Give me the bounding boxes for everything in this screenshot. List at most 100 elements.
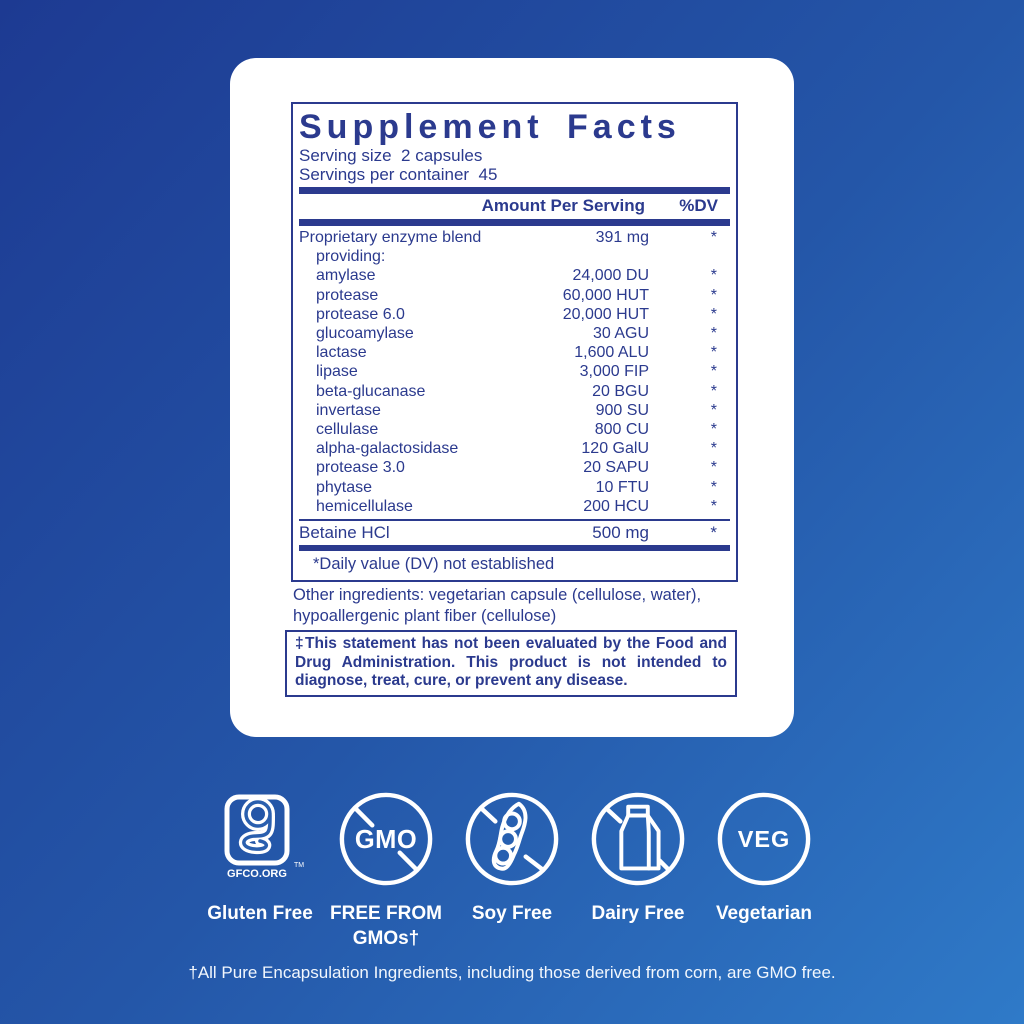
nutrient-dv: * [710,305,717,323]
nutrient-dv: * [710,382,717,400]
no-soy-icon [463,788,561,890]
column-header-dv: %DV [679,196,718,215]
nutrient-dv: * [710,267,717,285]
serving-size: Serving size 2 capsules [299,146,483,165]
divider-bar [299,187,730,194]
nutrient-dv: * [710,459,717,477]
no-dairy-icon [589,788,687,890]
nutrient-dv: * [710,286,717,304]
nutrient-row: protease 3.0 20 SAPU * [299,458,730,477]
nutrient-dv: * [710,440,717,458]
nutrient-name: cellulase [316,421,379,439]
nutrient-amount: 900 SU [595,401,649,419]
other-ingredients: Other ingredients: vegetarian capsule (c… [293,586,702,625]
nutrient-dv: * [710,497,717,515]
nutrient-row: amylase 24,000 DU * [299,266,730,285]
nutrient-name: alpha-galactosidase [316,440,459,458]
nutrient-row: hemicellulase 200 HCU * [299,497,730,516]
nutrient-amount: 200 HCU [583,497,649,515]
nutrient-dv: * [710,523,717,543]
nutrient-name: amylase [316,267,376,285]
badge-dairy-free: Dairy Free [575,788,701,926]
nutrient-row: lipase 3,000 FIP * [299,362,730,381]
nutrient-name: lactase [316,344,367,362]
nutrient-amount: 391 mg [595,229,649,246]
nutrient-amount: 20,000 HUT [562,305,649,323]
veg-icon: VEG [715,788,813,890]
divider-line [299,519,730,522]
nutrient-name: Betaine HCl [299,523,390,543]
badge-label: FREE FROM GMOs† [330,903,442,949]
nutrient-row: Proprietary enzyme blend 391 mg * [299,228,730,247]
badge-gmo-free: GMO FREE FROM GMOs† [323,788,449,951]
badge-soy-free: Soy Free [449,788,575,926]
badge-label: Vegetarian [715,903,813,924]
nutrient-name: protease 6.0 [316,305,405,323]
nutrient-row: beta-glucanase 20 BGU * [299,382,730,401]
badge-label: Soy Free [471,903,553,924]
nutrient-name: phytase [316,478,373,496]
divider-bar [299,219,730,226]
nutrient-row: invertase 900 SU * [299,401,730,420]
nutrient-row-betaine: Betaine HCl 500 mg * [299,522,730,543]
supplement-facts-panel: Supplement Facts Serving size 2 capsules… [291,102,738,583]
nutrient-dv: * [710,363,717,381]
nutrient-name: invertase [316,401,381,419]
label-card: Supplement Facts Serving size 2 capsules… [230,58,794,737]
nutrient-row: lactase 1,600 ALU * [299,343,730,362]
nutrient-dv: * [710,421,717,439]
nutrient-amount: 60,000 HUT [562,286,649,304]
nutrient-amount: 20 BGU [592,382,649,400]
nutrient-row: alpha-galactosidase 120 GalU * [299,439,730,458]
nutrient-dv [649,247,730,266]
nutrient-dv: * [710,478,717,496]
nutrient-amount: 500 mg [592,523,649,543]
nutrient-amount: 1,600 ALU [574,344,649,362]
veg-text: VEG [738,826,791,852]
nutrient-name: beta-glucanase [316,382,426,400]
nutrient-amount: 800 CU [594,421,649,439]
nutrient-row: providing: [299,247,730,266]
panel-title: Supplement Facts [299,108,681,146]
nutrient-dv: * [710,344,717,362]
badge-label: Gluten Free [207,903,313,924]
nutrient-rows: Proprietary enzyme blend 391 mg * providing… [299,228,730,516]
no-gmo-icon: GMO [337,788,435,890]
gfco-gluten-free-icon: GFCO.ORG TM [210,788,310,890]
nutrient-dv: * [710,229,717,246]
nutrient-name: protease 3.0 [316,459,405,477]
trademark-text: TM [294,862,304,869]
column-header-amount: Amount Per Serving [481,196,645,215]
nutrient-name: providing: [316,248,386,266]
nutrient-dv: * [710,325,717,343]
badge-vegetarian: VEG Vegetarian [701,788,827,926]
nutrient-name: lipase [316,363,358,381]
gmo-footnote: †All Pure Encapsulation Ingredients, inc… [188,963,836,982]
nutrient-dv: * [710,401,717,419]
nutrient-row: phytase 10 FTU * [299,478,730,497]
servings-per-container: Servings per container 45 [299,165,498,184]
nutrient-amount [499,247,649,266]
nutrient-name: hemicellulase [316,497,413,515]
nutrient-name: glucoamylase [316,325,414,343]
column-header-row: Amount Per Serving %DV [299,196,730,216]
nutrient-name: Proprietary enzyme blend [299,229,482,246]
nutrient-row: cellulase 800 CU * [299,420,730,439]
nutrient-amount: 3,000 FIP [579,363,649,381]
nutrient-row: glucoamylase 30 AGU * [299,324,730,343]
nutrient-amount: 30 AGU [592,325,649,343]
dv-footnote: *Daily value (DV) not established [313,555,555,574]
certification-badges: GFCO.ORG TM Gluten Free GMO FREE FROM GM… [0,788,1024,951]
nutrient-amount: 10 FTU [595,478,649,496]
badge-gluten-free: GFCO.ORG TM Gluten Free [197,788,323,926]
nutrient-row: protease 6.0 20,000 HUT * [299,305,730,324]
gfco-org-text: GFCO.ORG [227,868,287,880]
divider-bar [299,545,730,552]
nutrient-row: protease 60,000 HUT * [299,286,730,305]
nutrient-amount: 24,000 DU [572,267,650,285]
fda-disclaimer-box: ‡This statement has not been evaluated b… [285,630,737,697]
nutrient-amount: 120 GalU [581,440,649,458]
badge-label: Dairy Free [591,903,685,924]
nutrient-amount: 20 SAPU [583,459,649,477]
nutrient-name: protease [316,286,379,304]
